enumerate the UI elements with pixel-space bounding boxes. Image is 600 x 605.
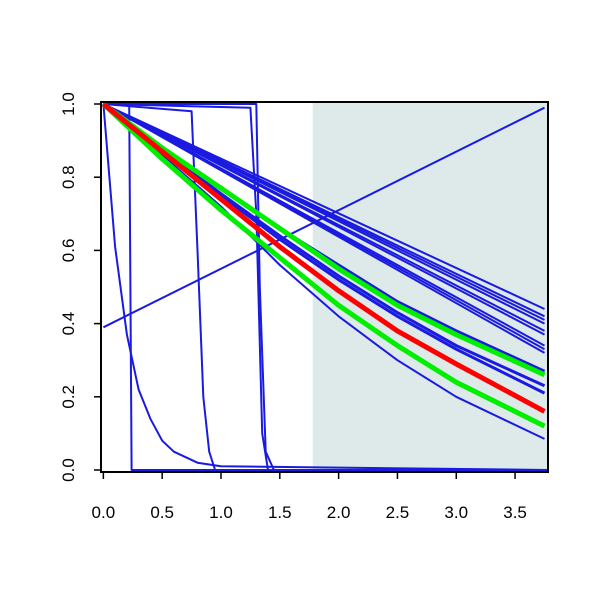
curve <box>102 103 545 310</box>
x-tick-label: 3.5 <box>503 503 527 522</box>
curve <box>102 103 545 354</box>
y-tick-label: 0.2 <box>59 385 78 409</box>
curve <box>101 102 546 414</box>
curve <box>102 103 548 471</box>
curve <box>101 102 546 429</box>
curve <box>102 103 545 336</box>
x-tick-label: 2.5 <box>386 503 410 522</box>
y-tick-label: 0.4 <box>59 312 78 336</box>
curve <box>103 103 548 471</box>
plot-area <box>101 102 548 472</box>
curve <box>103 103 548 471</box>
y-tick-label: 1.0 <box>59 92 78 116</box>
x-tick-label: 2.0 <box>327 503 351 522</box>
y-tick-label: 0.8 <box>59 165 78 189</box>
x-tick-label: 3.0 <box>444 503 468 522</box>
x-tick-label: 0.0 <box>92 503 116 522</box>
curve <box>101 102 546 378</box>
plot-frame <box>100 101 549 473</box>
x-tick-label: 1.0 <box>209 503 233 522</box>
x-tick-label: 0.5 <box>150 503 174 522</box>
y-tick-label: 0.6 <box>59 239 78 263</box>
y-tick-label: 0.0 <box>59 458 78 482</box>
x-tick-label: 1.5 <box>268 503 292 522</box>
curve <box>102 103 545 440</box>
curve <box>102 103 545 325</box>
